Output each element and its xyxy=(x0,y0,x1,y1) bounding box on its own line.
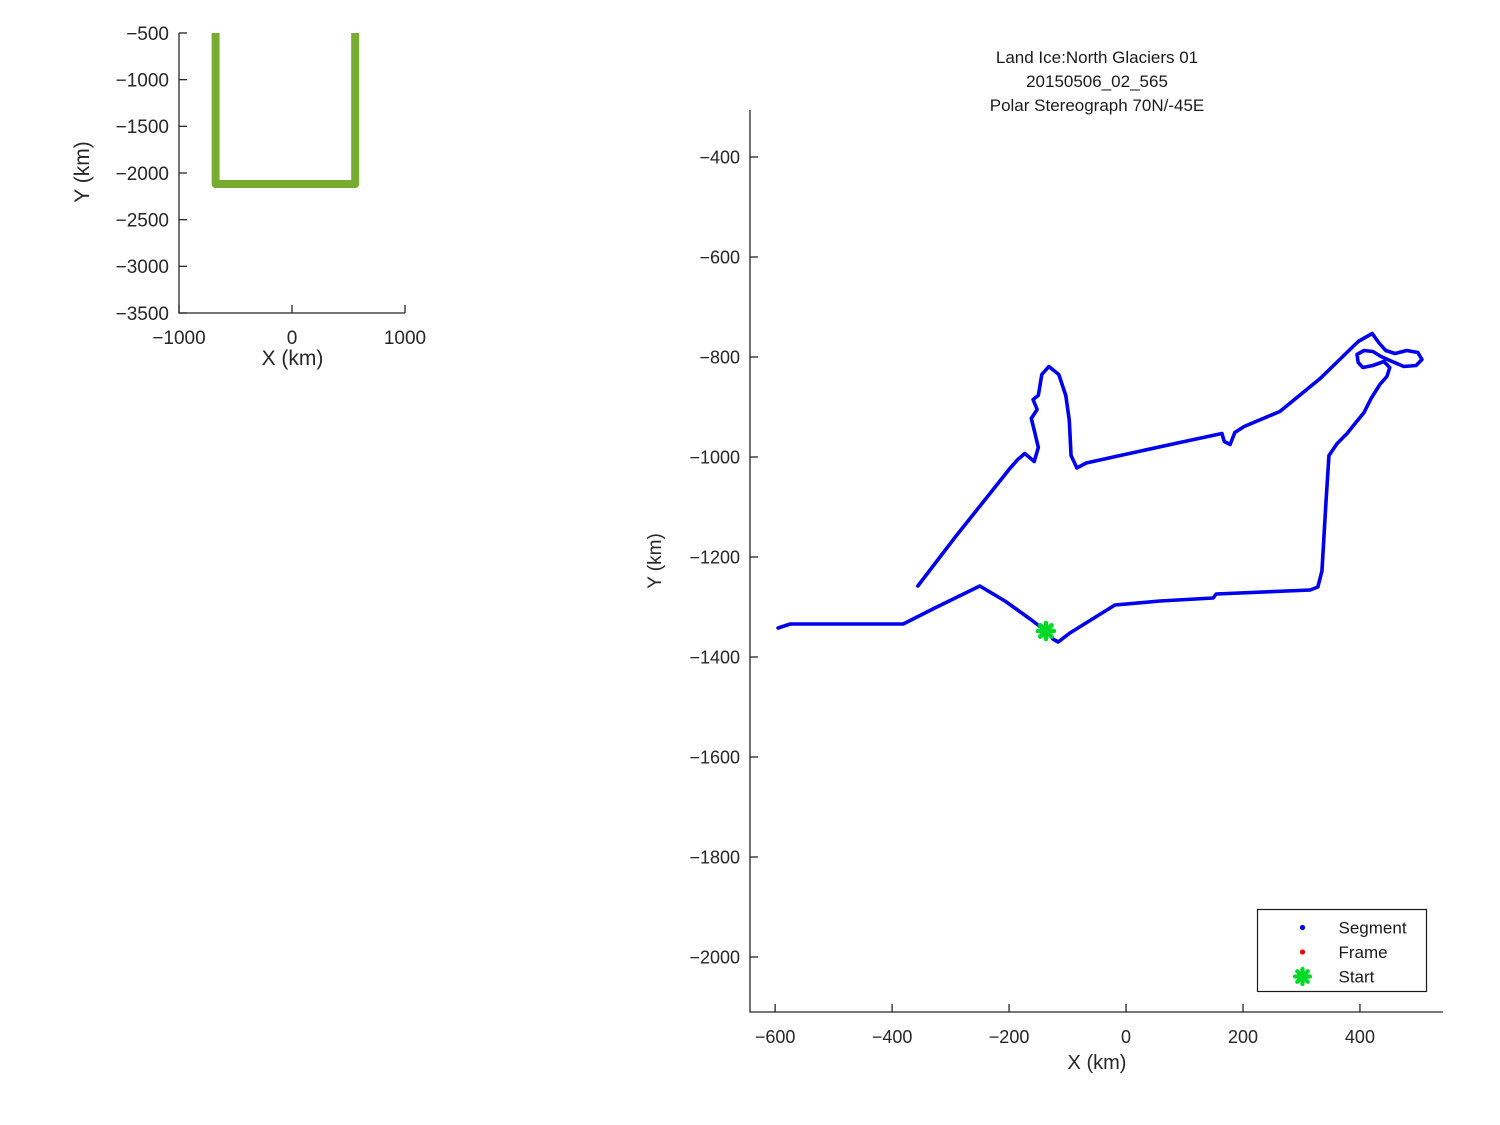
y-tick-label: −1800 xyxy=(689,847,740,867)
legend-marker-frame xyxy=(1299,949,1306,955)
legend-marker-start xyxy=(1292,966,1313,987)
flight-title-line-3: Polar Stereograph 70N/-45E xyxy=(989,96,1205,115)
flight-axes-spines xyxy=(749,110,1443,1013)
flight-title-line-2: 20150506_02_565 xyxy=(1026,72,1168,91)
y-tick-label: −500 xyxy=(126,24,169,45)
legend-marker-segment xyxy=(1299,924,1306,931)
x-tick-label: −1000 xyxy=(152,328,205,349)
y-tick-label: −1500 xyxy=(116,117,169,138)
x-tick-label: 200 xyxy=(1228,1027,1258,1047)
survey-region-outline-path xyxy=(211,33,360,189)
y-tick-label: −1600 xyxy=(689,747,740,767)
legend-label-frame: Frame xyxy=(1339,943,1388,962)
flight-x-axis-label: X (km) xyxy=(1067,1052,1127,1074)
overview-plot: −1000 0 1000 −3500 −3000 −2500 −2000 −1500 −1000… xyxy=(116,24,427,349)
legend-label-start: Start xyxy=(1339,968,1375,987)
y-tick-label: −400 xyxy=(699,147,740,167)
y-tick-label: −1200 xyxy=(689,547,740,567)
x-tick-label: 0 xyxy=(287,328,298,349)
x-tick-label: −200 xyxy=(989,1027,1030,1047)
flight-plot: −600 −400 −200 0 200 400−2000−1800−1600−1400−… xyxy=(689,110,1443,1047)
x-tick-label: 1000 xyxy=(384,328,426,349)
y-tick-label: −2000 xyxy=(689,947,740,967)
x-tick-label: −400 xyxy=(872,1027,913,1047)
legend: Segment Frame Start xyxy=(1256,908,1428,993)
y-tick-label: −1000 xyxy=(116,71,169,92)
star-spoke xyxy=(1295,969,1310,984)
y-tick-label: −2000 xyxy=(116,164,169,185)
flight-y-axis-label: Y (km) xyxy=(645,533,666,589)
y-tick-label: −3000 xyxy=(116,257,169,278)
y-tick-label: −1400 xyxy=(689,647,740,667)
legend-box xyxy=(1256,908,1428,993)
x-tick-label: −600 xyxy=(755,1027,796,1047)
x-tick-label: 0 xyxy=(1121,1027,1131,1047)
overview-x-axis-label: X (km) xyxy=(261,347,324,370)
x-tick-label: 400 xyxy=(1345,1027,1375,1047)
flight-title-line-1: Land Ice:North Glaciers 01 xyxy=(995,48,1199,67)
y-tick-label: −2500 xyxy=(116,211,169,232)
segment-track-path xyxy=(776,331,1424,644)
legend-label-segment: Segment xyxy=(1339,919,1407,938)
y-tick-label: −3500 xyxy=(116,304,169,325)
start-marker xyxy=(1035,620,1057,642)
y-tick-label: −800 xyxy=(699,347,740,367)
star-spoke xyxy=(1037,623,1054,639)
y-tick-label: −1000 xyxy=(689,447,740,467)
y-tick-label: −600 xyxy=(699,247,740,267)
overview-y-axis-label: Y (km) xyxy=(71,141,94,203)
flight-title: Land Ice:North Glaciers 01 20150506_02_5… xyxy=(750,46,1444,118)
